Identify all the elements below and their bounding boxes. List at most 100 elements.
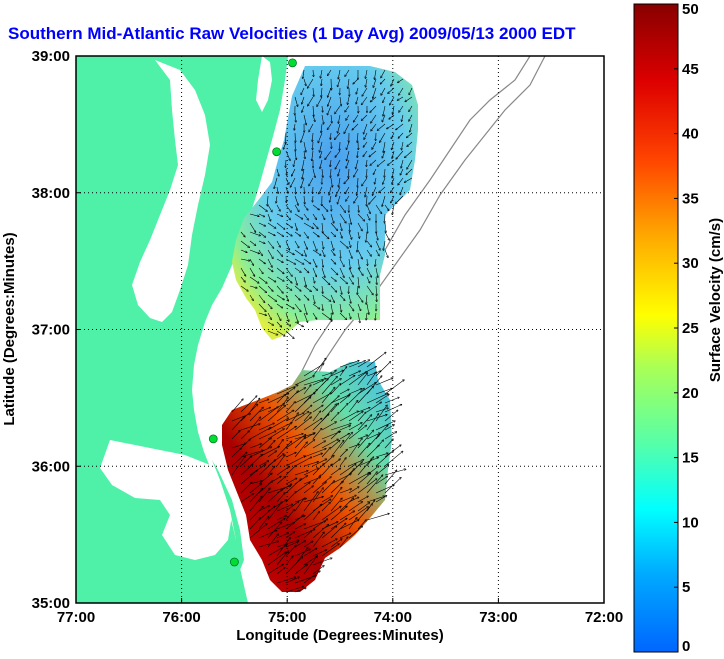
- velocity-vector: [240, 439, 250, 449]
- velocity-vector: [294, 457, 312, 467]
- velocity-vector: [330, 195, 332, 202]
- velocity-vector: [258, 222, 265, 226]
- velocity-vector: [377, 123, 386, 130]
- velocity-vector: [258, 267, 263, 274]
- velocity-vector: [339, 537, 348, 548]
- velocity-vector: [285, 294, 288, 301]
- velocity-vector: [294, 549, 310, 557]
- velocity-vector: [294, 96, 298, 106]
- velocity-vector: [339, 411, 358, 422]
- velocity-vector: [348, 438, 362, 458]
- velocity-vector: [375, 450, 394, 467]
- velocity-vector: [285, 478, 297, 485]
- velocity-vector: [276, 455, 285, 467]
- velocity-vector: [277, 186, 278, 193]
- velocity-vector: [285, 435, 306, 449]
- velocity-vector: [276, 567, 285, 575]
- velocity-vector: [328, 69, 332, 75]
- velocity-vector: [339, 533, 351, 539]
- velocity-vector: [321, 267, 325, 277]
- velocity-vector: [240, 431, 249, 440]
- station-markers: [208, 58, 297, 567]
- velocity-vector: [294, 303, 301, 312]
- velocity-vector: [267, 240, 274, 248]
- velocity-vector: [249, 484, 261, 494]
- velocity-vector: [258, 407, 278, 422]
- velocity-vector: [348, 472, 370, 485]
- velocity-vector: [357, 186, 359, 195]
- velocity-vector: [294, 376, 314, 386]
- velocity-vector: [348, 389, 362, 395]
- velocity-vector: [258, 249, 262, 256]
- velocity-vector: [301, 87, 305, 95]
- velocity-vector: [377, 159, 386, 166]
- velocity-vector: [384, 249, 388, 257]
- velocity-vector: [285, 556, 293, 566]
- velocity-vector: [353, 114, 359, 122]
- y-tick-label: 39:00: [32, 48, 70, 65]
- velocity-vector: [312, 249, 321, 255]
- velocity-vector: [339, 312, 347, 320]
- velocity-vector: [321, 114, 324, 124]
- velocity-vector: [372, 186, 377, 195]
- velocity-vector: [249, 258, 253, 265]
- velocity-vector: [348, 303, 354, 311]
- velocity-vector: [276, 551, 288, 566]
- velocity-vector: [276, 213, 283, 216]
- velocity-vector: [312, 231, 319, 237]
- velocity-vector: [303, 222, 313, 228]
- velocity-vector: [321, 431, 340, 440]
- velocity-vector: [267, 249, 273, 259]
- velocity-vector: [276, 484, 292, 494]
- velocity-vector: [398, 177, 404, 185]
- velocity-vector: [312, 303, 320, 309]
- velocity-vector: [267, 213, 271, 221]
- velocity-vector: [335, 105, 341, 114]
- velocity-vector: [267, 204, 272, 212]
- velocity-vector: [312, 240, 317, 251]
- velocity-vector: [303, 412, 311, 422]
- velocity-vector: [354, 195, 359, 203]
- velocity-vector: [357, 213, 364, 221]
- velocity-vector: [363, 141, 368, 147]
- velocity-vector: [321, 464, 332, 476]
- velocity-vector: [321, 213, 325, 220]
- velocity-vector: [276, 258, 283, 262]
- velocity-vector: [382, 114, 386, 122]
- velocity-vector: [357, 258, 360, 269]
- velocity-vector: [321, 396, 339, 413]
- velocity-vector: [339, 432, 352, 449]
- station-marker: [208, 434, 218, 444]
- velocity-vector: [339, 141, 340, 150]
- velocity-vector: [346, 114, 350, 120]
- velocity-vector: [357, 430, 374, 449]
- velocity-vector: [294, 123, 295, 130]
- velocity-vector: [357, 312, 360, 323]
- velocity-vector: [348, 425, 367, 440]
- velocity-vector: [240, 267, 246, 276]
- velocity-vector: [303, 557, 317, 566]
- velocity-vector: [312, 453, 322, 458]
- velocity-vector: [366, 159, 367, 166]
- velocity-vector: [375, 378, 393, 386]
- velocity-vector: [384, 380, 404, 395]
- velocity-vector: [370, 96, 377, 102]
- velocity-vector: [339, 498, 354, 512]
- velocity-vector: [322, 285, 323, 293]
- velocity-vector: [389, 114, 395, 119]
- velocity-vector: [361, 96, 368, 105]
- velocity-vector: [303, 303, 307, 314]
- velocity-vector: [330, 294, 334, 302]
- velocity-vector: [330, 403, 339, 413]
- velocity-vector: [375, 177, 377, 184]
- velocity-vector: [267, 502, 282, 521]
- velocity-vector: [384, 470, 397, 485]
- velocity-vector: [366, 514, 389, 521]
- velocity-vector: [285, 391, 298, 404]
- velocity-vector: [249, 213, 259, 216]
- velocity-vector: [384, 439, 393, 449]
- velocity-vector: [321, 539, 337, 548]
- velocity-vector: [330, 440, 344, 458]
- velocity-vector: [302, 168, 305, 179]
- velocity-vector: [400, 186, 404, 195]
